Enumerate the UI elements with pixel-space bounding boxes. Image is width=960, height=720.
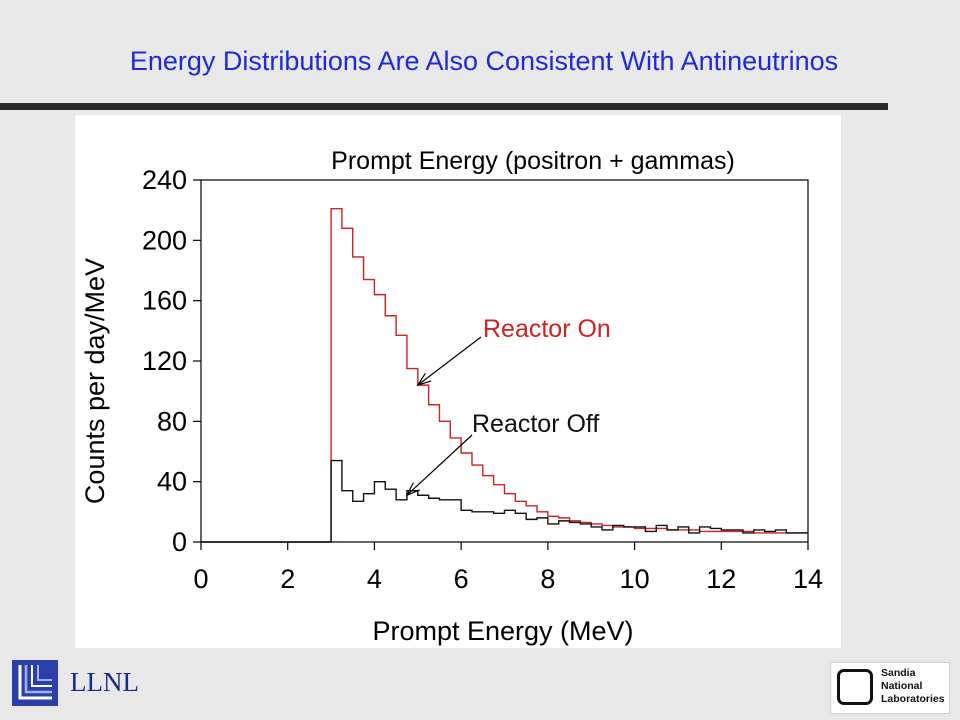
annotation-label-reactor-off: Reactor Off (472, 410, 599, 438)
y-tick-label: 0 (172, 527, 187, 557)
sandia-line-3: Laboratories (881, 693, 945, 705)
title-divider (0, 103, 888, 110)
y-tick-label: 80 (157, 406, 187, 436)
annotation-arrowhead (405, 482, 421, 497)
chart-title: Prompt Energy (positron + gammas) (331, 147, 735, 175)
prompt-energy-chart: Prompt Energy (positron + gammas) Prompt… (80, 147, 823, 646)
y-tick-label: 160 (142, 286, 187, 316)
x-tick-label: 4 (367, 564, 382, 594)
y-tick-label: 40 (157, 467, 187, 497)
annotation-arrowhead (416, 373, 432, 387)
sandia-wordmark: Sandia National Laboratories (881, 667, 945, 706)
y-tick-label: 200 (142, 225, 187, 255)
annotation-label-reactor-on: Reactor On (483, 315, 611, 343)
chart-panel: Prompt Energy (positron + gammas) Prompt… (75, 115, 841, 648)
x-tick-label: 2 (280, 564, 295, 594)
x-tick-label: 0 (193, 564, 208, 594)
y-tick-label: 240 (142, 165, 187, 195)
annotation-arrow (406, 434, 473, 496)
y-tick-label: 120 (142, 346, 187, 376)
x-tick-label: 12 (706, 564, 736, 594)
sandia-logo-icon: Sandia National Laboratories (830, 662, 950, 714)
series-line-reactor-on (201, 207, 808, 543)
x-tick-label: 8 (540, 564, 555, 594)
sandia-line-1: Sandia (881, 667, 916, 679)
x-tick-label: 10 (620, 564, 650, 594)
x-tick-label: 6 (454, 564, 469, 594)
sandia-thunderbird-icon (837, 669, 873, 705)
x-axis-label: Prompt Energy (MeV) (372, 616, 633, 646)
slide-title: Energy Distributions Are Also Consistent… (129, 46, 839, 76)
sandia-line-2: National (881, 680, 923, 692)
y-axis-label: Counts per day/MeV (80, 258, 110, 504)
annotation-arrow (417, 336, 482, 386)
llnl-logo-icon (12, 660, 58, 706)
llnl-label: LLNL (70, 667, 139, 697)
series-line-reactor-off (201, 459, 808, 543)
x-tick-label: 14 (793, 564, 823, 594)
